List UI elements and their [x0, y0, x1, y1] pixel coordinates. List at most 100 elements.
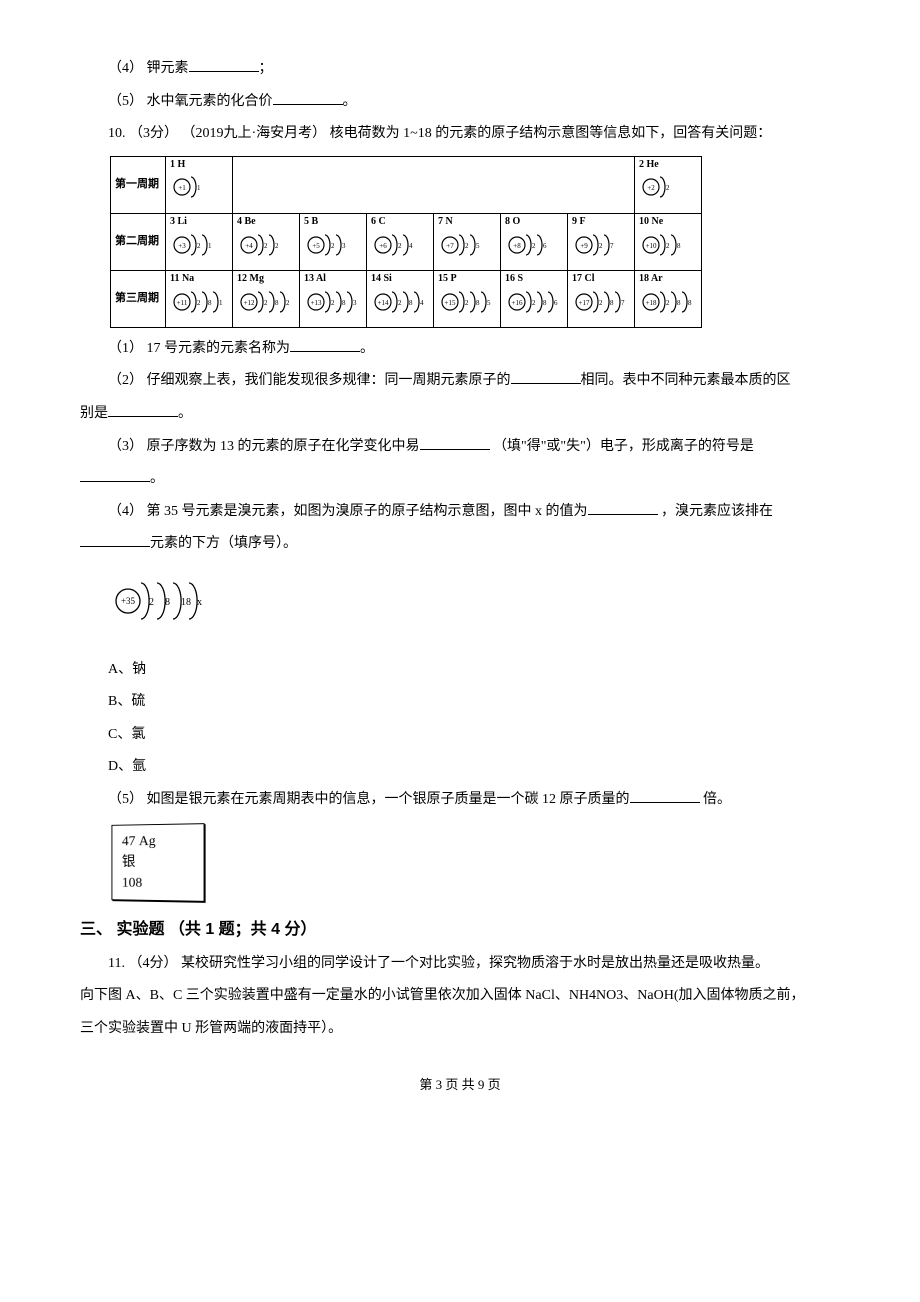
silver-sym: Ag — [139, 834, 156, 849]
q10-sub5-tail: 倍。 — [700, 792, 732, 807]
silver-name: 银 — [122, 851, 199, 872]
svg-text:2: 2 — [666, 184, 670, 192]
svg-text:5: 5 — [487, 299, 491, 307]
silver-num: 47 — [122, 834, 135, 849]
q10-sub4-line2: 元素的下方（填序号）。 — [80, 531, 840, 558]
q10-sub4-line1: （4） 第 35 号元素是溴元素，如图为溴原子的原子结构示意图，图中 x 的值为… — [80, 499, 840, 526]
svg-text:4: 4 — [409, 242, 413, 250]
q10-sub4b: ，溴元素应该排在 — [658, 504, 774, 519]
blank — [189, 57, 259, 72]
blank — [108, 402, 178, 417]
element-cell: 5 B+523 — [300, 213, 367, 270]
period-header: 第二周期 — [111, 213, 166, 270]
q10-sub2c-tail: 。 — [178, 406, 192, 421]
element-cell: 4 Be+422 — [233, 213, 300, 270]
svg-text:3: 3 — [342, 242, 346, 250]
q10-sub2-line1: （2） 仔细观察上表，我们能发现很多规律：同一周期元素原子的 相同。表中不同种元素… — [80, 368, 840, 395]
svg-text:+10: +10 — [646, 242, 657, 250]
q10-sub3a: （3） 原子序数为 13 的元素的原子在化学变化中易 — [108, 439, 420, 454]
q10-sub1-text: （1） 17 号元素的元素名称为 — [108, 341, 290, 356]
q10-sub3b: （填"得"或"失"）电子，形成离子的符号是 — [490, 439, 754, 454]
svg-text:2: 2 — [398, 299, 402, 307]
q10-sub2a: （2） 仔细观察上表，我们能发现很多规律：同一周期元素原子的 — [108, 373, 511, 388]
svg-text:+7: +7 — [446, 242, 454, 250]
svg-text:+35: +35 — [121, 596, 136, 606]
element-cell: 2 He+22 — [635, 156, 702, 213]
silver-box-inner: 47 Ag 银 108 — [111, 823, 204, 902]
element-cell: 9 F+927 — [568, 213, 635, 270]
empty-cell — [233, 156, 635, 213]
svg-text:2: 2 — [197, 242, 201, 250]
svg-text:+14: +14 — [378, 299, 389, 307]
svg-text:+6: +6 — [379, 242, 387, 250]
svg-text:1: 1 — [197, 184, 201, 192]
period-header: 第三周期 — [111, 270, 166, 327]
svg-text:8: 8 — [165, 597, 170, 608]
q10-sub1: （1） 17 号元素的元素名称为 。 — [80, 336, 840, 363]
svg-text:+4: +4 — [245, 242, 253, 250]
periodic-table: 第一周期1 H+112 He+22第二周期3 Li+3214 Be+4225 B… — [110, 156, 702, 328]
svg-text:+12: +12 — [244, 299, 255, 307]
element-cell: 15 P+15285 — [434, 270, 501, 327]
svg-text:2: 2 — [286, 299, 290, 307]
svg-text:2: 2 — [264, 299, 268, 307]
q9-sub5-tail: 。 — [343, 94, 357, 109]
svg-text:4: 4 — [420, 299, 424, 307]
svg-text:2: 2 — [264, 242, 268, 250]
page: （4） 钾元素； （5） 水中氧元素的化合价。 10. （3分） （2019九上… — [0, 0, 920, 1127]
element-cell: 11 Na+11281 — [166, 270, 233, 327]
blank — [630, 788, 700, 803]
q11-line2: 向下图 A、B、C 三个实验装置中盛有一定量水的小试管里依次加入固体 NaCl、… — [80, 983, 840, 1010]
svg-text:+15: +15 — [445, 299, 456, 307]
q10-sub3-line1: （3） 原子序数为 13 的元素的原子在化学变化中易 （填"得"或"失"）电子，… — [80, 434, 840, 461]
blank — [80, 467, 150, 482]
svg-text:7: 7 — [621, 299, 625, 307]
blank — [511, 369, 581, 384]
svg-text:1: 1 — [208, 242, 212, 250]
q11-line1: 11. （4分） 某校研究性学习小组的同学设计了一个对比实验，探究物质溶于水时是… — [80, 951, 840, 978]
page-footer: 第 3 页 共 9 页 — [80, 1073, 840, 1098]
element-cell: 1 H+11 — [166, 156, 233, 213]
svg-text:+9: +9 — [580, 242, 588, 250]
svg-text:2: 2 — [197, 299, 201, 307]
svg-text:2: 2 — [599, 242, 603, 250]
silver-top: 47 Ag — [122, 830, 199, 852]
q10-lead: 10. （3分） （2019九上·海安月考） 核电荷数为 1~18 的元素的原子… — [80, 121, 840, 148]
svg-text:18: 18 — [181, 597, 191, 608]
element-cell: 14 Si+14284 — [367, 270, 434, 327]
svg-text:1: 1 — [219, 299, 223, 307]
svg-text:8: 8 — [476, 299, 480, 307]
svg-text:+13: +13 — [311, 299, 322, 307]
element-cell: 6 C+624 — [367, 213, 434, 270]
option-d: D、氩 — [80, 754, 840, 781]
element-cell: 10 Ne+1028 — [635, 213, 702, 270]
svg-text:8: 8 — [342, 299, 346, 307]
svg-text:+17: +17 — [579, 299, 590, 307]
svg-text:8: 8 — [409, 299, 413, 307]
svg-text:+18: +18 — [646, 299, 657, 307]
silver-mass: 108 — [122, 872, 199, 894]
svg-text:+3: +3 — [178, 242, 186, 250]
q10-sub5-text: （5） 如图是银元素在元素周期表中的信息，一个银原子质量是一个碳 12 原子质量… — [108, 792, 630, 807]
q9-sub5-text: （5） 水中氧元素的化合价 — [108, 94, 273, 109]
svg-text:+1: +1 — [178, 184, 186, 192]
element-cell: 3 Li+321 — [166, 213, 233, 270]
svg-text:+11: +11 — [177, 299, 188, 307]
q9-sub4: （4） 钾元素； — [80, 56, 840, 83]
svg-text:2: 2 — [666, 299, 670, 307]
q10-sub1-tail: 。 — [360, 341, 374, 356]
bromine-atom-diagram: +35 2818x — [110, 566, 840, 647]
svg-text:3: 3 — [353, 299, 357, 307]
svg-text:+16: +16 — [512, 299, 523, 307]
svg-text:8: 8 — [677, 242, 681, 250]
svg-text:8: 8 — [688, 299, 692, 307]
option-c: C、氯 — [80, 722, 840, 749]
silver-element-box: 47 Ag 银 108 — [110, 824, 840, 901]
q10-sub2-line2: 别是。 — [80, 401, 840, 428]
q10-sub2b: 相同。表中不同种元素最本质的区 — [581, 373, 791, 388]
period-header: 第一周期 — [111, 156, 166, 213]
q9-sub4-text: （4） 钾元素 — [108, 61, 189, 76]
bromine-atom-svg: +35 2818x — [110, 566, 220, 636]
svg-text:8: 8 — [610, 299, 614, 307]
element-cell: 13 Al+13283 — [300, 270, 367, 327]
